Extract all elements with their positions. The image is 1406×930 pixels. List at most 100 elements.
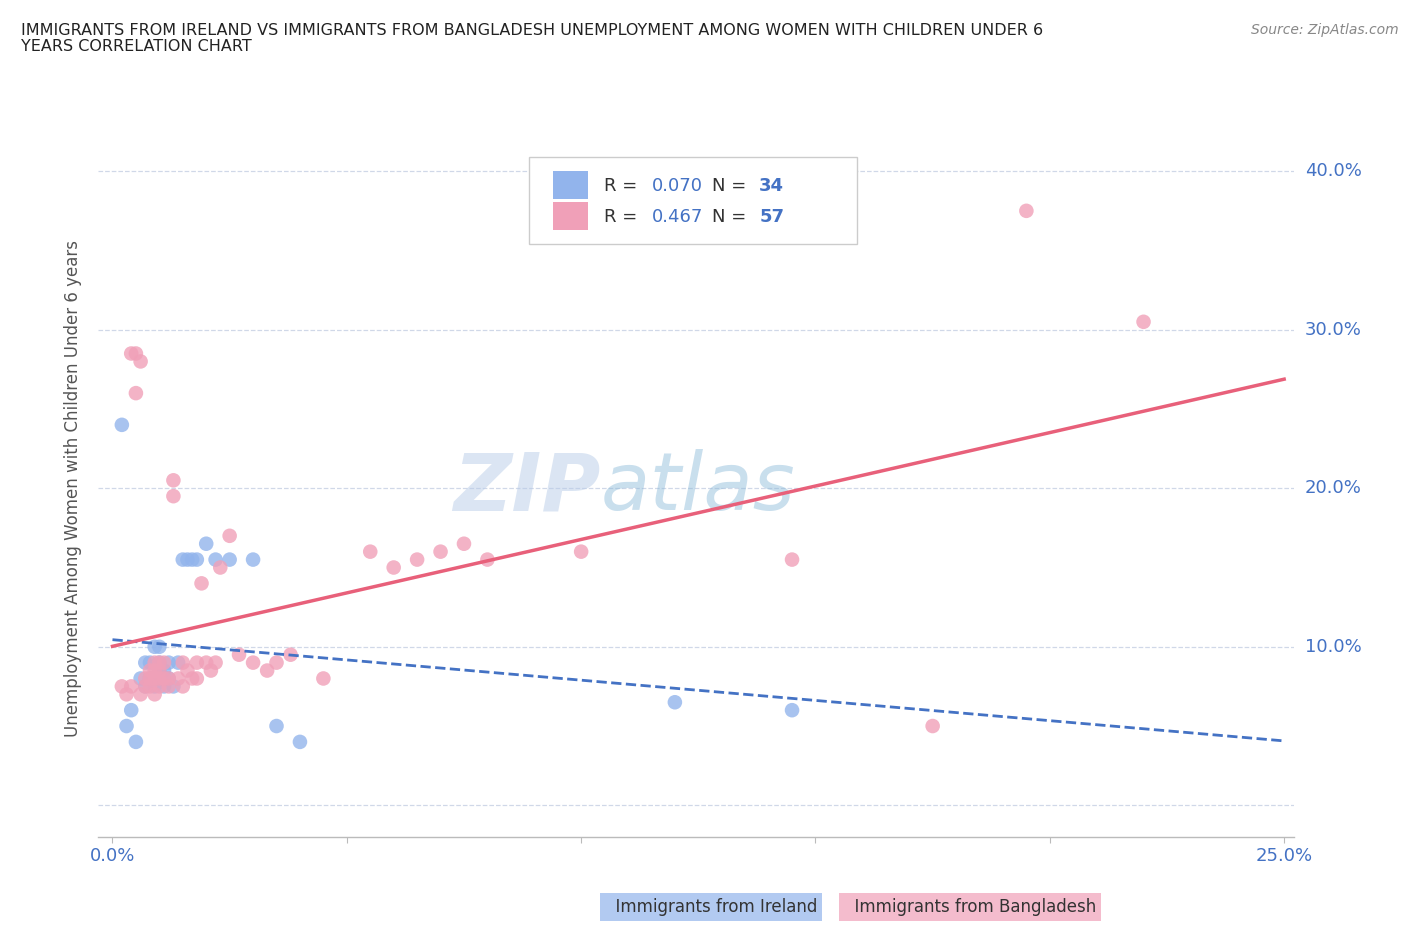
Point xyxy=(153,663,176,678)
Point xyxy=(921,719,943,734)
Point xyxy=(134,655,156,670)
Point xyxy=(143,671,166,686)
Point xyxy=(157,671,180,686)
Text: ZIP: ZIP xyxy=(453,449,600,527)
Point xyxy=(139,663,162,678)
Point xyxy=(172,552,194,567)
Point xyxy=(186,552,208,567)
Point xyxy=(209,560,232,575)
Point xyxy=(148,671,170,686)
Point xyxy=(153,679,176,694)
Text: Source: ZipAtlas.com: Source: ZipAtlas.com xyxy=(1251,23,1399,37)
Point xyxy=(195,537,218,551)
Text: 34: 34 xyxy=(759,177,785,194)
Text: R =: R = xyxy=(605,208,643,226)
Point xyxy=(148,655,170,670)
Point xyxy=(167,655,190,670)
Point xyxy=(120,346,142,361)
Point xyxy=(266,719,288,734)
FancyBboxPatch shape xyxy=(553,203,589,231)
Point xyxy=(139,679,162,694)
Point xyxy=(162,472,184,487)
Point xyxy=(280,647,302,662)
Point xyxy=(139,655,162,670)
Point xyxy=(143,639,166,654)
Text: 0.467: 0.467 xyxy=(652,208,703,226)
Point xyxy=(134,671,156,686)
Point xyxy=(148,655,170,670)
Point xyxy=(143,687,166,702)
Point xyxy=(143,671,166,686)
Point xyxy=(181,671,204,686)
Point xyxy=(176,663,198,678)
Point xyxy=(429,544,451,559)
Point xyxy=(143,679,166,694)
Point xyxy=(115,719,138,734)
Point xyxy=(157,679,180,694)
Point xyxy=(453,537,475,551)
Text: YEARS CORRELATION CHART: YEARS CORRELATION CHART xyxy=(21,39,252,54)
Text: Immigrants from Bangladesh: Immigrants from Bangladesh xyxy=(844,897,1095,916)
Text: 40.0%: 40.0% xyxy=(1305,162,1361,180)
Point xyxy=(186,655,208,670)
Text: IMMIGRANTS FROM IRELAND VS IMMIGRANTS FROM BANGLADESH UNEMPLOYMENT AMONG WOMEN W: IMMIGRANTS FROM IRELAND VS IMMIGRANTS FR… xyxy=(21,23,1043,38)
Point xyxy=(111,679,134,694)
Point xyxy=(200,663,222,678)
Point xyxy=(148,663,170,678)
Point xyxy=(181,552,204,567)
Text: atlas: atlas xyxy=(600,449,796,527)
Point xyxy=(218,552,240,567)
Text: 30.0%: 30.0% xyxy=(1305,321,1361,339)
Text: 0.070: 0.070 xyxy=(652,177,703,194)
Point xyxy=(157,671,180,686)
Point xyxy=(153,671,176,686)
Text: 20.0%: 20.0% xyxy=(1305,479,1361,498)
Point xyxy=(190,576,212,591)
Y-axis label: Unemployment Among Women with Children Under 6 years: Unemployment Among Women with Children U… xyxy=(65,240,83,737)
Text: Immigrants from Ireland: Immigrants from Ireland xyxy=(605,897,817,916)
Point xyxy=(218,528,240,543)
Point xyxy=(120,679,142,694)
Point xyxy=(139,671,162,686)
Point xyxy=(134,679,156,694)
Point xyxy=(111,418,134,432)
Point xyxy=(134,679,156,694)
Point xyxy=(204,655,226,670)
Point xyxy=(139,671,162,686)
Point xyxy=(148,671,170,686)
Point xyxy=(1015,204,1038,219)
Point xyxy=(172,655,194,670)
Point xyxy=(153,655,176,670)
Point xyxy=(780,703,803,718)
Point xyxy=(143,663,166,678)
Point xyxy=(162,679,184,694)
Point xyxy=(312,671,335,686)
Point xyxy=(228,647,250,662)
Point xyxy=(143,655,166,670)
Point xyxy=(176,552,198,567)
Point xyxy=(382,560,405,575)
Text: R =: R = xyxy=(605,177,643,194)
Point xyxy=(1132,314,1154,329)
Text: N =: N = xyxy=(711,208,751,226)
Point xyxy=(115,687,138,702)
Point xyxy=(195,655,218,670)
Text: N =: N = xyxy=(711,177,751,194)
Point xyxy=(125,346,148,361)
Point xyxy=(256,663,278,678)
Point xyxy=(242,552,264,567)
Point xyxy=(664,695,686,710)
Point xyxy=(167,671,190,686)
Text: 10.0%: 10.0% xyxy=(1305,638,1361,656)
FancyBboxPatch shape xyxy=(529,157,858,245)
Point xyxy=(186,671,208,686)
Point xyxy=(157,655,180,670)
Point xyxy=(148,663,170,678)
Text: 57: 57 xyxy=(759,208,785,226)
Point xyxy=(569,544,592,559)
Point xyxy=(204,552,226,567)
Point xyxy=(148,679,170,694)
Point xyxy=(242,655,264,670)
Point xyxy=(148,639,170,654)
Point xyxy=(125,386,148,401)
